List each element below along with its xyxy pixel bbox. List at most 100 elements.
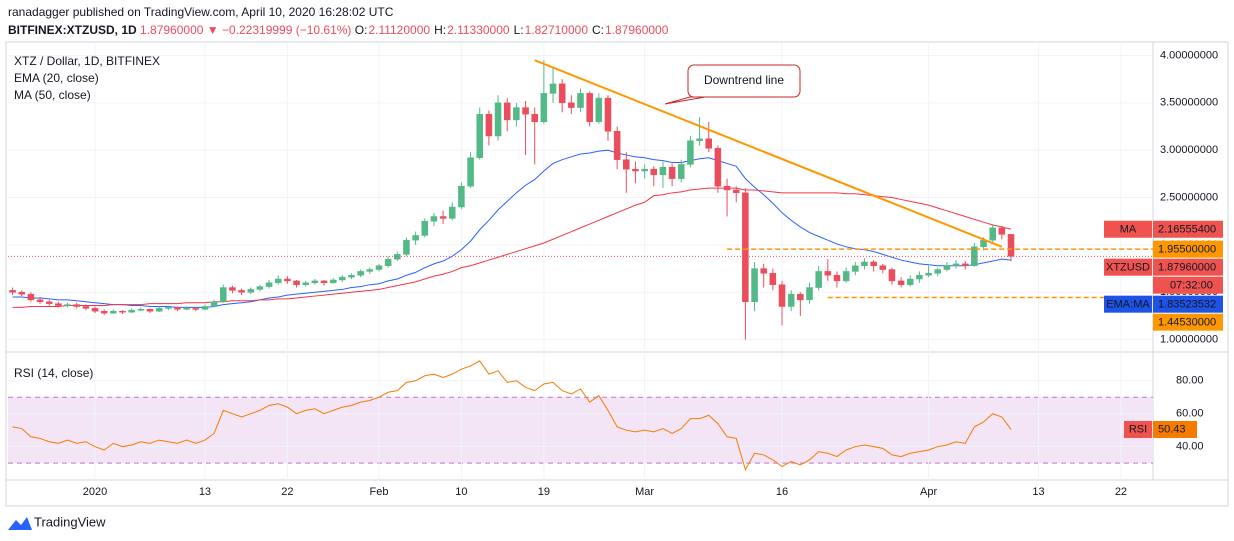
- tag-box: [1153, 240, 1223, 258]
- candle-body: [751, 268, 758, 302]
- candle-body: [458, 185, 465, 208]
- candle-body: [155, 308, 163, 312]
- candle-body: [476, 113, 484, 159]
- candle-body: [128, 310, 135, 313]
- candle-body: [916, 274, 923, 280]
- candle-body: [229, 287, 236, 291]
- candle-body: [503, 102, 511, 121]
- tag-value: 1.95500000: [1158, 244, 1216, 256]
- candle-body: [824, 271, 832, 276]
- tag-box: [1153, 295, 1223, 313]
- tag-value: 1.83523532: [1158, 299, 1216, 311]
- candle-body: [274, 278, 282, 284]
- tag-name-box: [1104, 295, 1152, 313]
- candle-body: [952, 263, 960, 267]
- y-tick-label: 3.50000000: [1160, 97, 1218, 109]
- candle-body: [192, 308, 200, 310]
- candle-body: [705, 138, 713, 149]
- candle-body: [641, 168, 648, 172]
- candle-body: [961, 263, 969, 267]
- y-tick-label: 3.00000000: [1160, 144, 1218, 156]
- candle-body: [568, 102, 575, 108]
- candle-body: [623, 159, 630, 170]
- publisher: ranadagger published on TradingView.com,…: [8, 5, 394, 19]
- candle-body: [448, 206, 456, 219]
- candle-body: [1007, 234, 1015, 257]
- last: 1.87960000: [140, 23, 204, 37]
- x-tick-label: Apr: [920, 486, 937, 498]
- rsi-tick-label: 80.00: [1176, 375, 1204, 387]
- candle-body: [91, 308, 99, 312]
- tag-box: [1153, 220, 1223, 238]
- candle-body: [897, 280, 905, 285]
- candle-body: [668, 166, 676, 179]
- y-tick-label: 2.50000000: [1160, 191, 1218, 203]
- tag-value: 2.16555400: [1158, 224, 1216, 236]
- tag-name: XTZUSD: [1106, 262, 1150, 274]
- candle-body: [586, 93, 593, 123]
- frame: [5, 41, 1229, 507]
- ohlc-name: L:: [513, 23, 524, 37]
- candle-body: [732, 189, 740, 194]
- tag-box: [1153, 258, 1223, 276]
- candle-body: [357, 271, 364, 276]
- candle-body: [366, 269, 374, 272]
- tag-time: 07:32:00: [1170, 280, 1213, 292]
- candle-body: [45, 301, 53, 304]
- candle-body: [467, 157, 474, 187]
- ohlc-name: H:: [434, 23, 447, 37]
- candle-body: [82, 306, 90, 309]
- candle-body: [339, 276, 346, 281]
- x-tick-label: 13: [199, 486, 211, 498]
- candle-body: [577, 93, 584, 108]
- candle-body: [36, 299, 44, 302]
- symbol: BITFINEX:XTZUSD, 1D: [8, 23, 137, 37]
- candle-body: [815, 271, 822, 288]
- candle-body: [403, 239, 410, 255]
- candle-body: [494, 102, 502, 137]
- candle-body: [677, 164, 685, 179]
- tag-time-box: [1153, 276, 1223, 294]
- candle-body: [906, 278, 914, 285]
- indicator-line: [12, 149, 1012, 308]
- callout-box: [687, 64, 801, 98]
- candle-body: [73, 304, 80, 307]
- ohlc-name: C:: [592, 23, 604, 37]
- candle-body: [384, 258, 392, 267]
- candle-body: [238, 290, 245, 293]
- candle-body: [879, 265, 887, 270]
- candle-body: [27, 293, 35, 301]
- candle-body: [201, 306, 209, 310]
- x-tick-label: 22: [1115, 486, 1127, 498]
- candle-body: [852, 265, 859, 272]
- candle-body: [925, 273, 932, 276]
- candle-body: [558, 83, 566, 104]
- rsi-tick-label: 40.00: [1176, 441, 1204, 453]
- candle-body: [210, 301, 218, 307]
- candle-body: [522, 107, 529, 115]
- tag-name-box: [1104, 258, 1152, 276]
- candle-body: [659, 166, 667, 176]
- candle-body: [137, 309, 145, 311]
- candle-body: [119, 310, 126, 313]
- ohlc-value: 2.11120000: [368, 23, 431, 37]
- candle-body: [998, 227, 1006, 235]
- candle-body: [797, 293, 804, 301]
- candle-body: [513, 107, 520, 121]
- candle-body: [531, 113, 538, 123]
- candle-body: [311, 280, 319, 284]
- candle-body: [18, 292, 26, 295]
- candle-body: [769, 273, 777, 285]
- candle-body: [934, 269, 942, 274]
- x-tick-label: 13: [1032, 486, 1044, 498]
- rsi-line: [12, 360, 1012, 472]
- candle-body: [219, 287, 227, 302]
- candle-body: [723, 185, 731, 191]
- candle-body: [613, 130, 621, 160]
- candle-body: [833, 274, 841, 282]
- candle-body: [100, 310, 108, 314]
- tag-name: MA: [1120, 224, 1137, 236]
- tag-name-box: [1104, 220, 1152, 238]
- ohlc-value: 2.11330000: [447, 23, 510, 37]
